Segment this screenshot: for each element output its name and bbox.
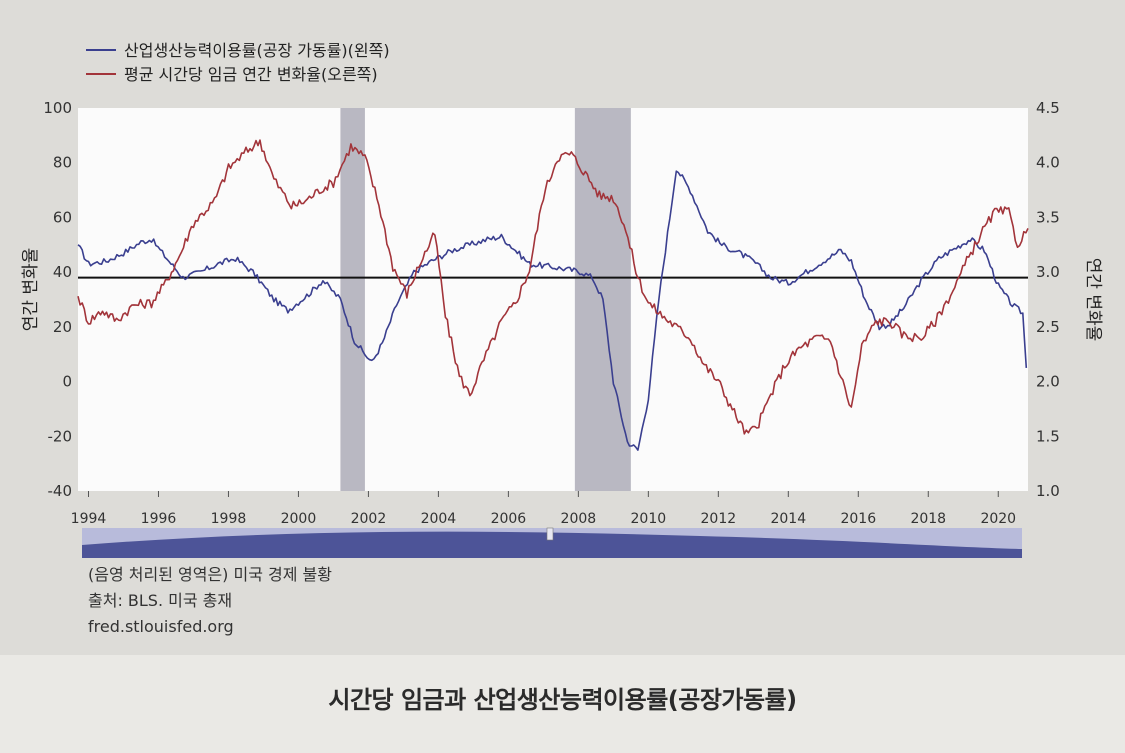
y-left-tick-label: 40 bbox=[53, 263, 72, 281]
recession-note: (음영 처리된 영역은) 미국 경제 불황 bbox=[88, 565, 332, 584]
range-slider[interactable] bbox=[82, 527, 1022, 558]
x-tick-label: 2000 bbox=[281, 511, 317, 527]
y-left-axis-label: 연간 변화율 bbox=[21, 248, 41, 332]
range-slider-area bbox=[82, 531, 1022, 558]
x-tick-label: 1994 bbox=[71, 511, 107, 527]
y-right-tick-label: 3.5 bbox=[1036, 208, 1060, 226]
x-tick-label: 2020 bbox=[980, 511, 1016, 527]
x-tick-label: 2014 bbox=[770, 511, 806, 527]
x-tick-label: 2008 bbox=[561, 511, 597, 527]
y-left-tick-label: 80 bbox=[53, 154, 72, 172]
x-tick-label: 2018 bbox=[910, 511, 946, 527]
plot-area bbox=[78, 108, 1028, 491]
y-left-tick-label: -20 bbox=[48, 427, 73, 445]
x-tick-label: 2002 bbox=[351, 511, 387, 527]
chart: 100 80 60 40 20 0 -20 -40 4.5 4.0 3.5 3.0 2.5 2.0 1.5… bbox=[21, 41, 1103, 558]
x-tick-label: 2010 bbox=[631, 511, 667, 527]
x-tick-label: 2006 bbox=[491, 511, 527, 527]
source-note: 출처: BLS. 미국 총재 bbox=[88, 591, 233, 610]
y-left-tick-label: 20 bbox=[53, 318, 72, 336]
y-right-tick-label: 2.5 bbox=[1036, 318, 1060, 336]
y-right-tick-label: 3.0 bbox=[1036, 263, 1060, 281]
legend-label: 산업생산능력이용률(공장 가동률)(왼쪽) bbox=[124, 41, 390, 60]
y-right-axis-label: 연간 변화율 bbox=[1083, 258, 1103, 342]
y-right-tick-label: 1.5 bbox=[1036, 427, 1060, 445]
y-right-tick-label: 4.5 bbox=[1036, 99, 1060, 117]
legend-label: 평균 시간당 임금 연간 변화율(오른쪽) bbox=[124, 65, 378, 84]
y-right-tick-label: 2.0 bbox=[1036, 373, 1060, 391]
x-tick-label: 2016 bbox=[840, 511, 876, 527]
y-left-tick-label: -40 bbox=[48, 482, 73, 500]
recession-band bbox=[340, 108, 365, 491]
y-right-tick-label: 1.0 bbox=[1036, 482, 1060, 500]
figure-caption: 시간당 임금과 산업생산능력이용률(공장가동률) bbox=[328, 686, 797, 714]
x-tick-label: 1996 bbox=[141, 511, 177, 527]
x-tick-label: 2004 bbox=[421, 511, 457, 527]
y-right-tick-label: 4.0 bbox=[1036, 154, 1060, 172]
notes: (음영 처리된 영역은) 미국 경제 불황 출처: BLS. 미국 총재 fre… bbox=[88, 562, 332, 640]
range-slider-handle[interactable] bbox=[546, 527, 554, 541]
y-left-tick-label: 0 bbox=[62, 373, 72, 391]
series-line-wages bbox=[77, 139, 1029, 435]
y-left-tick-label: 60 bbox=[53, 208, 72, 226]
x-tick-label: 2012 bbox=[701, 511, 737, 527]
x-tick-label: 1998 bbox=[211, 511, 247, 527]
y-left-tick-label: 100 bbox=[43, 99, 72, 117]
series-line-capacity bbox=[77, 170, 1028, 451]
source-url: fred.stlouisfed.org bbox=[88, 617, 234, 636]
